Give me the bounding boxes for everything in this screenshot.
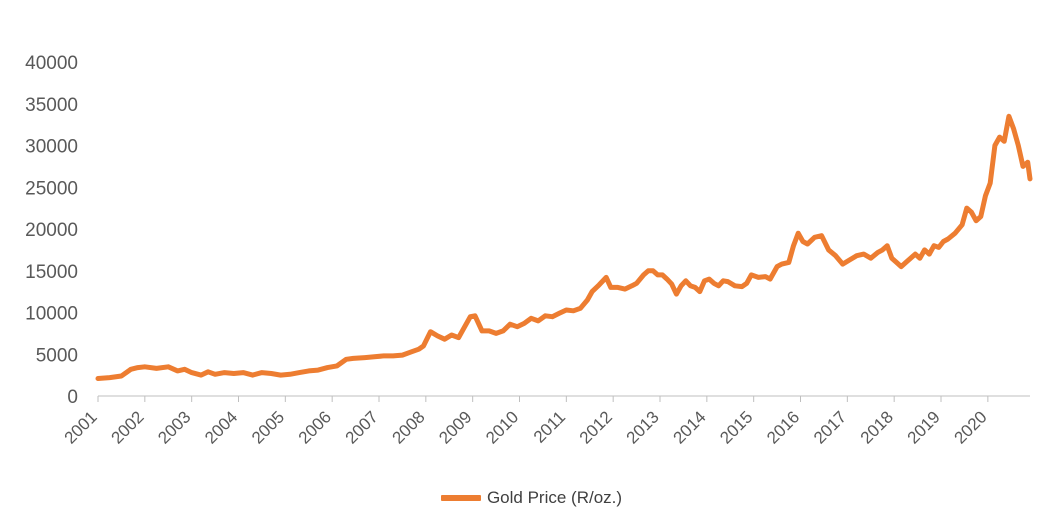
x-tick-label: 2015 [716, 407, 756, 447]
x-tick-label: 2005 [248, 407, 288, 447]
x-tick-label: 2014 [669, 407, 709, 447]
legend: Gold Price (R/oz.) [0, 485, 1063, 511]
x-tick-label: 2019 [904, 407, 944, 447]
y-tick-label: 35000 [25, 95, 78, 116]
series-layer [95, 113, 1033, 381]
legend-swatch [440, 495, 481, 501]
series-line-0 [95, 113, 1033, 381]
x-tick-label: 2004 [201, 407, 241, 447]
y-tick-label: 5000 [36, 345, 78, 366]
x-tick-label: 2017 [810, 407, 850, 447]
x-tick-label: 2006 [295, 407, 335, 447]
x-tick-label: 2011 [530, 407, 569, 446]
x-tick-label: 2001 [61, 407, 101, 447]
y-tick-label: 25000 [25, 178, 78, 199]
legend-label: Gold Price (R/oz.) [486, 488, 623, 507]
x-tick-label: 2018 [857, 407, 897, 447]
x-tick-label: 2016 [763, 407, 803, 447]
y-tick-label: 20000 [25, 220, 78, 241]
x-tick-label: 2002 [107, 407, 147, 447]
y-tick-label: 10000 [25, 304, 78, 325]
y-tick-label: 0 [67, 387, 78, 408]
x-tick-label: 2013 [623, 407, 663, 447]
y-axis: 0 5000 10000 15000 20000 25000 30000 35000 40000 [25, 53, 78, 408]
gold-price-line-chart: 0 5000 10000 15000 20000 25000 30000 35000 40000… [25, 53, 1033, 448]
x-tick-label: 2012 [576, 407, 616, 447]
x-tick-label: 2008 [388, 407, 428, 447]
x-tick-label: 2003 [154, 407, 194, 447]
x-tick-label: 2010 [482, 407, 522, 447]
x-tick-label: 2009 [435, 407, 475, 447]
y-tick-label: 40000 [25, 53, 78, 74]
y-tick-label: 15000 [25, 262, 78, 283]
x-tick-label: 2020 [950, 407, 990, 447]
y-tick-label: 30000 [25, 137, 78, 158]
x-axis: 2001 2002 2003 2004 2005 2006 2007 2008 2009 2010… [61, 395, 1030, 448]
x-tick-label: 2007 [342, 407, 382, 447]
